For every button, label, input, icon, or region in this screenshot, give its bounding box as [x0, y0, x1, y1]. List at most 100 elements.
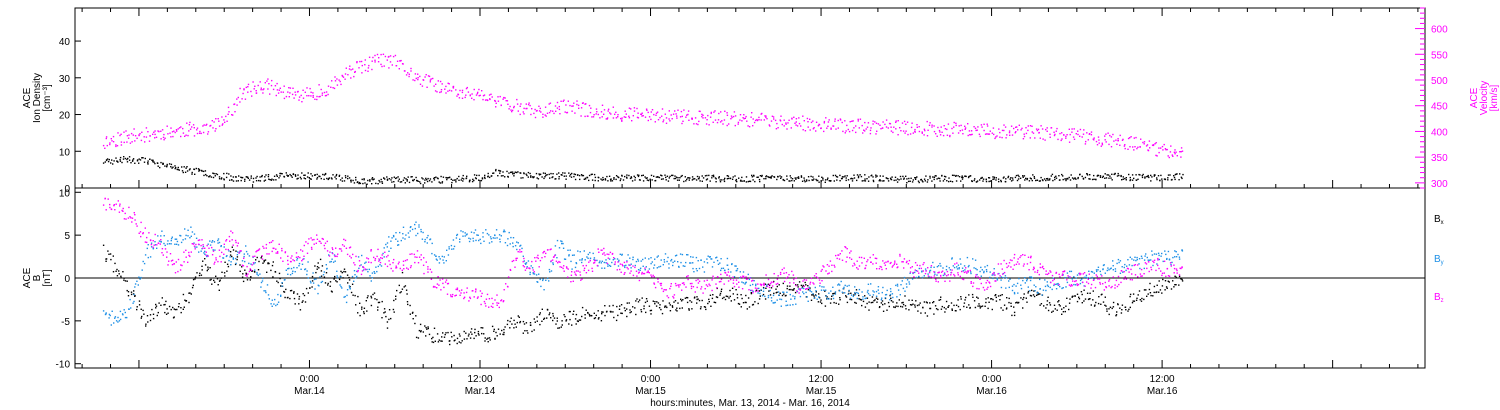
velocity-series-point	[425, 74, 427, 76]
density-series-point	[591, 179, 594, 181]
bx-series-point	[173, 316, 175, 318]
velocity-series-point	[1097, 136, 1100, 138]
velocity-series-point	[646, 109, 648, 111]
bx-series-point	[105, 260, 107, 262]
by-series-point	[433, 254, 436, 256]
velocity-series-point	[743, 118, 745, 120]
by-series-point	[736, 269, 738, 272]
by-series-point	[443, 262, 445, 264]
velocity-series-point	[1001, 136, 1003, 139]
velocity-series-point	[1065, 137, 1067, 139]
velocity-series-point	[944, 128, 947, 130]
density-series-point	[871, 174, 873, 176]
bx-series-point	[213, 279, 215, 282]
velocity-series-point	[516, 103, 519, 105]
bz-series-point	[206, 244, 208, 247]
by-series-point	[393, 235, 395, 238]
velocity-series-point	[984, 133, 987, 135]
by-series-point	[966, 256, 969, 259]
by-series-point	[976, 273, 978, 276]
bx-series-point	[1125, 309, 1127, 311]
density-series-point	[400, 181, 403, 183]
by-series-point	[336, 275, 338, 277]
by-series-point	[650, 262, 652, 265]
bx-series-point	[183, 306, 185, 308]
bz-series-point	[485, 305, 487, 307]
by-series-point	[354, 274, 356, 276]
bx-series-point	[1112, 301, 1115, 304]
by-series-point	[869, 294, 871, 296]
by-series-point	[256, 271, 258, 274]
bx-series-point	[904, 295, 906, 297]
bottom-ytick-label: 10	[59, 188, 71, 199]
velocity-series-point	[983, 123, 985, 125]
density-series-point	[119, 158, 121, 161]
bx-series-point	[123, 277, 125, 279]
bz-series-point	[455, 288, 457, 291]
velocity-series-point	[827, 125, 829, 127]
by-series-point	[621, 253, 623, 256]
density-series-point	[979, 179, 981, 181]
density-series-point	[1104, 173, 1106, 175]
density-series-point	[1120, 174, 1122, 177]
by-series-point	[703, 261, 706, 263]
velocity-series-point	[830, 127, 832, 129]
velocity-series-point	[788, 119, 790, 121]
by-series-point	[668, 267, 670, 269]
by-series-point	[319, 276, 321, 278]
bx-series-point	[523, 323, 526, 325]
bz-series-point	[378, 260, 380, 262]
density-series-point	[613, 177, 615, 179]
by-series-point	[1096, 270, 1098, 273]
by-series-point	[217, 238, 220, 240]
by-series-point	[422, 231, 424, 234]
velocity-series-point	[851, 129, 854, 132]
bx-series-point	[1181, 280, 1184, 282]
velocity-series-point	[772, 116, 775, 118]
by-series-point	[939, 262, 941, 265]
density-series-point	[780, 176, 783, 178]
bz-series-point	[572, 280, 574, 282]
by-series-point	[310, 282, 312, 284]
bx-series-point	[1164, 289, 1166, 291]
velocity-series-point	[713, 111, 715, 113]
by-series-point	[475, 239, 477, 242]
velocity-series-point	[780, 115, 782, 117]
density-series-point	[343, 180, 346, 182]
density-series-point	[523, 172, 525, 174]
velocity-series-point	[685, 116, 687, 118]
velocity-series-point	[642, 115, 644, 117]
by-series-point	[520, 244, 522, 247]
bz-series-point	[241, 264, 244, 266]
bx-series-point	[160, 304, 162, 306]
bx-series-point	[745, 294, 747, 297]
velocity-series-point	[221, 124, 223, 126]
bx-series-point	[533, 329, 535, 331]
density-series-point	[666, 175, 669, 177]
bx-series-point	[1141, 297, 1143, 300]
velocity-series-point	[277, 92, 280, 94]
velocity-series-point	[709, 116, 712, 118]
density-series-point	[1009, 178, 1011, 180]
velocity-series-point	[523, 107, 525, 110]
by-series-point	[344, 295, 346, 298]
density-series-point	[638, 174, 640, 176]
bz-series-point	[463, 292, 465, 294]
by-series-point	[108, 313, 111, 316]
velocity-series-point	[126, 135, 129, 137]
density-series-point	[1075, 178, 1077, 180]
bz-series-point	[268, 242, 271, 244]
bx-series-point	[758, 298, 761, 300]
density-series-point	[1167, 179, 1169, 181]
density-series-point	[247, 177, 249, 179]
density-series-point	[366, 183, 368, 185]
by-series-point	[918, 276, 920, 278]
bz-series-point	[218, 249, 221, 251]
density-series-point	[857, 175, 860, 177]
density-series-point	[992, 178, 994, 180]
by-series-point	[1128, 264, 1131, 266]
velocity-series-point	[798, 122, 801, 125]
bx-series-point	[1033, 295, 1036, 298]
bx-series-point	[319, 258, 322, 261]
velocity-series-point	[1077, 130, 1079, 132]
